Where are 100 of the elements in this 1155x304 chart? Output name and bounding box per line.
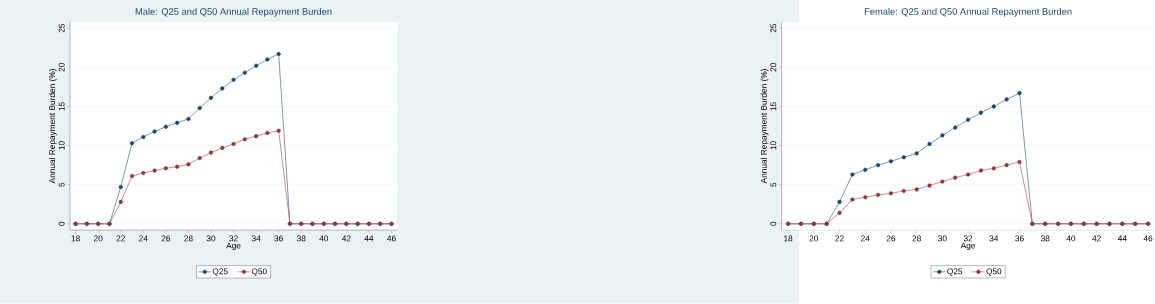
point	[265, 57, 270, 62]
x-tick-label: 32	[963, 235, 973, 242]
point	[1017, 160, 1022, 165]
y-tick-label: 5	[58, 182, 65, 187]
y-axis-title: Annual Repayment Burden (%)	[760, 69, 769, 184]
point	[276, 52, 281, 57]
y-tick-label: 15	[58, 102, 65, 111]
x-tick-label: 26	[161, 235, 171, 242]
x-tick-label: 30	[938, 235, 947, 242]
point	[186, 162, 191, 167]
y-axis-title: Annual Repayment Burden (%)	[48, 69, 57, 184]
x-tick-label: 18	[784, 235, 793, 242]
point	[1004, 97, 1009, 102]
y-tick-label: 0	[58, 222, 65, 226]
point	[118, 199, 123, 205]
point	[265, 131, 270, 136]
x-tick-label: 40	[319, 235, 329, 242]
x-axis-title: Age	[960, 242, 976, 251]
chart-title: Male: Q25 and Q50 Annual Repayment Burden	[135, 8, 332, 17]
x-tick-label: 38	[296, 235, 306, 242]
point	[837, 210, 842, 216]
y-tick-label: 20	[770, 63, 777, 72]
x-tick-label: 44	[1117, 235, 1127, 242]
x-tick-label: 44	[364, 235, 374, 242]
y-tick-label: 25	[58, 24, 65, 33]
point	[914, 151, 919, 156]
y-tick-label: 25	[770, 24, 777, 33]
x-tick-label: 46	[1143, 235, 1153, 242]
point	[175, 120, 180, 126]
x-tick-label: 20	[93, 235, 103, 242]
x-tick-label: 40	[1066, 235, 1076, 242]
point	[1004, 163, 1009, 168]
x-tick-label: 20	[809, 235, 819, 242]
y-tick-label: 10	[770, 141, 777, 150]
point	[242, 137, 247, 142]
point	[163, 166, 168, 171]
legend-label: Q50	[251, 268, 267, 276]
point	[276, 128, 281, 133]
point	[850, 172, 855, 177]
point	[141, 135, 146, 140]
point	[129, 141, 135, 146]
point	[991, 104, 996, 109]
x-axis-title: Age	[226, 242, 241, 251]
point	[220, 86, 225, 91]
x-tick-label: 32	[229, 235, 238, 242]
point	[914, 187, 919, 192]
x-tick-label: 24	[139, 235, 148, 242]
point	[978, 168, 984, 173]
point	[888, 191, 894, 196]
point	[927, 142, 932, 147]
x-tick-label: 42	[341, 235, 351, 242]
point	[163, 124, 168, 130]
x-tick-label: 34	[251, 235, 261, 242]
point	[220, 145, 225, 151]
point	[186, 117, 191, 122]
point	[208, 150, 214, 155]
point	[152, 168, 157, 173]
point	[901, 189, 906, 194]
legend-label: Q50	[986, 268, 1002, 276]
x-tick-label: 22	[116, 235, 125, 242]
point	[966, 117, 971, 122]
point	[850, 197, 855, 202]
point	[863, 195, 868, 200]
point	[953, 175, 958, 180]
point	[1017, 91, 1022, 96]
point	[197, 156, 202, 161]
point	[863, 167, 868, 173]
point	[927, 183, 932, 188]
x-tick-label: 28	[184, 235, 193, 242]
point	[118, 185, 123, 190]
x-tick-label: 26	[886, 235, 896, 242]
point	[978, 110, 984, 115]
y-tick-label: 5	[770, 182, 777, 187]
y-tick-label: 0	[770, 222, 777, 226]
point	[254, 63, 259, 68]
x-tick-label: 22	[835, 235, 844, 242]
point	[966, 172, 971, 177]
point	[197, 106, 202, 111]
point	[888, 159, 894, 164]
point	[129, 174, 135, 179]
x-tick-label: 24	[861, 235, 870, 242]
x-tick-label: 46	[387, 235, 396, 242]
x-tick-label: 18	[71, 235, 80, 242]
x-tick-label: 36	[1015, 235, 1024, 242]
y-tick-label: 10	[58, 141, 65, 150]
legend-label: Q25	[947, 268, 963, 276]
point	[208, 95, 214, 101]
point	[876, 163, 881, 168]
point	[254, 134, 259, 139]
point	[940, 133, 945, 138]
x-tick-label: 30	[206, 235, 216, 242]
point	[876, 192, 881, 198]
x-tick-label: 38	[1040, 235, 1050, 242]
point	[991, 166, 996, 171]
chart-title: Female: Q25 and Q50 Annual Repayment Burden	[864, 8, 1072, 17]
point	[953, 125, 958, 130]
x-tick-label: 42	[1092, 235, 1101, 242]
point	[837, 199, 842, 205]
point	[231, 77, 236, 83]
point	[231, 142, 236, 147]
